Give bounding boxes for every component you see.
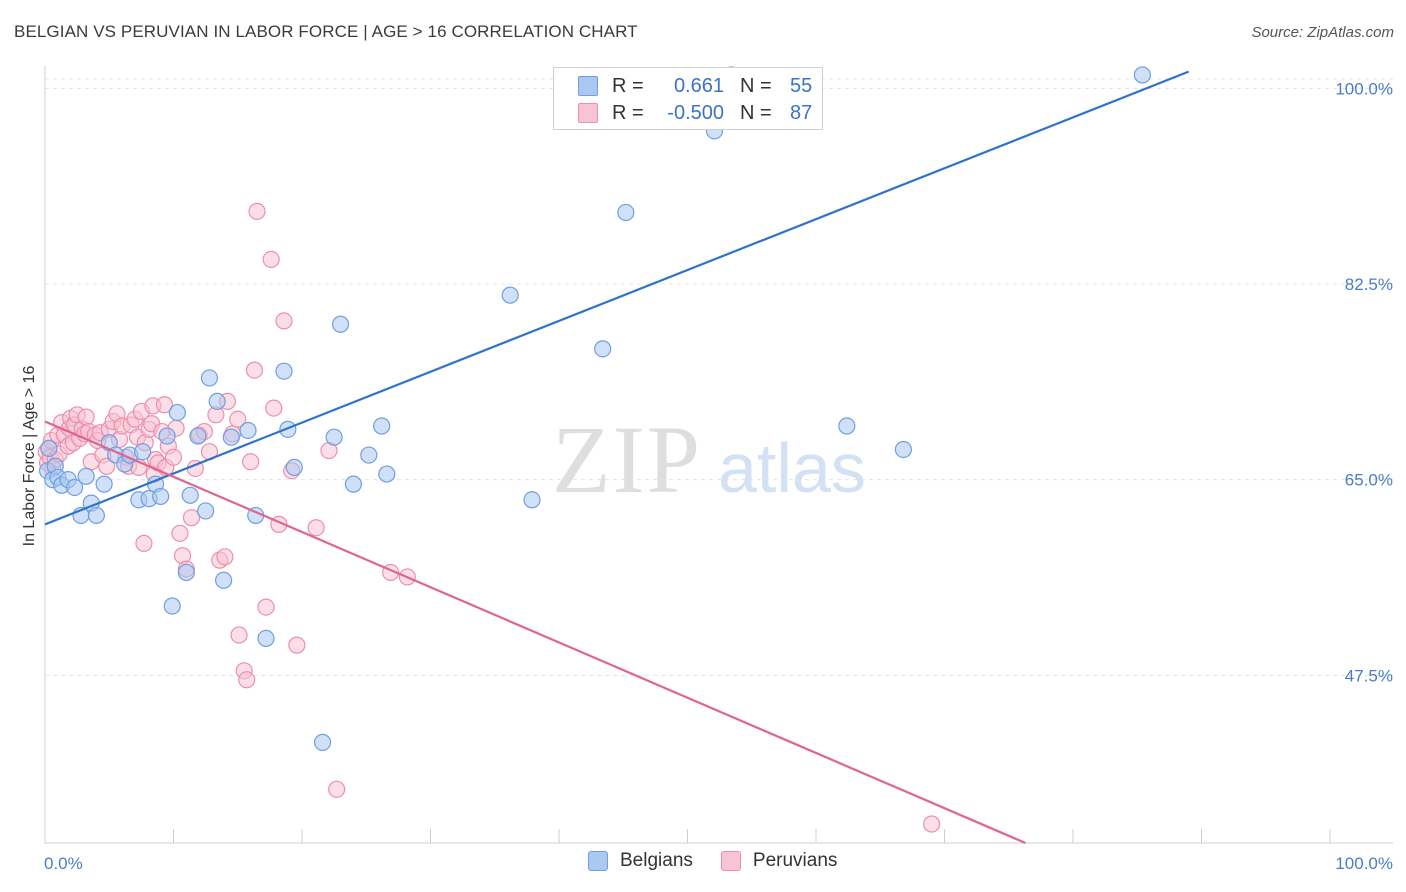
data-point <box>229 410 247 428</box>
data-point <box>155 396 174 414</box>
data-point <box>838 417 856 435</box>
legend-label-peruvians: Peruvians <box>752 850 838 871</box>
data-point <box>285 458 303 476</box>
data-point <box>265 399 283 417</box>
data-point <box>208 392 226 410</box>
data-point <box>65 478 84 497</box>
watermark-zip: ZIP <box>552 406 702 513</box>
data-point <box>230 626 248 644</box>
source-label: Source: ZipAtlas.com <box>1251 24 1394 41</box>
trend-line-belgians <box>44 70 1190 526</box>
legend-n-value: 87 <box>790 101 813 124</box>
series-peruvians <box>37 202 941 833</box>
data-point <box>168 403 186 422</box>
data-points <box>37 66 1151 833</box>
data-point <box>171 524 189 542</box>
legend-row-peruvians: R = -0.500 N = 87 <box>578 99 812 127</box>
data-point <box>40 439 58 457</box>
x-tick-label: 0.0% <box>44 854 83 873</box>
tick-labels: 47.5% 65.0% 82.5% 100.0% 0.0% 100.0% <box>44 79 1393 873</box>
data-point <box>288 636 306 654</box>
data-point <box>248 202 266 220</box>
grid-lines <box>45 78 1393 676</box>
data-point <box>594 340 612 358</box>
data-point <box>164 448 183 466</box>
data-point <box>158 427 176 445</box>
legend-label-belgians: Belgians <box>620 850 693 871</box>
legend-swatch-belgians <box>588 851 608 871</box>
legend-r-label: R = <box>612 101 644 124</box>
legend-row-belgians: R = 0.661 N = 55 <box>578 72 812 100</box>
data-point <box>313 733 332 751</box>
y-tick-label: 47.5% <box>1345 666 1393 685</box>
legend-swatch-peruvians <box>720 851 741 871</box>
stats-legend: R = 0.661 N = 55 R = -0.500 N = 87 <box>553 67 823 130</box>
data-point <box>242 453 260 471</box>
series-legend: Belgians Peruvians <box>588 850 865 872</box>
y-tick-label: 65.0% <box>1345 471 1393 490</box>
legend-item-peruvians[interactable]: Peruvians <box>720 850 838 872</box>
data-point <box>95 475 113 493</box>
legend-n-value: 55 <box>790 74 813 97</box>
chart-title: BELGIAN VS PERUVIAN IN LABOR FORCE | AGE… <box>14 22 638 41</box>
data-point <box>135 534 153 552</box>
legend-r-value: 0.661 <box>673 74 724 97</box>
data-point <box>617 203 635 222</box>
data-point <box>331 315 350 333</box>
data-point <box>262 250 280 269</box>
data-point <box>378 465 396 483</box>
series-belgians <box>38 66 1151 751</box>
data-point <box>238 671 256 689</box>
data-point <box>163 597 181 615</box>
data-point <box>523 491 541 509</box>
data-point <box>177 563 195 582</box>
data-point <box>77 408 95 426</box>
data-point <box>360 446 378 464</box>
data-point <box>181 486 199 504</box>
data-point <box>134 443 152 461</box>
data-point <box>501 286 519 304</box>
legend-n-label: N = <box>740 101 772 124</box>
data-point <box>215 571 233 589</box>
legend-swatch-belgians <box>578 76 598 96</box>
watermark-atlas: atlas <box>718 429 866 507</box>
data-point <box>257 629 275 648</box>
data-point <box>152 487 170 506</box>
data-point <box>344 475 362 493</box>
watermark: ZIP atlas <box>552 406 866 513</box>
data-point <box>197 502 215 520</box>
trend-lines <box>44 70 1190 845</box>
data-point <box>325 428 343 446</box>
x-tick-label: 100.0% <box>1335 854 1393 873</box>
data-point <box>894 440 912 459</box>
trend-line-peruvians <box>44 420 1026 845</box>
data-point <box>239 421 257 440</box>
data-point <box>77 467 95 485</box>
data-point <box>245 361 264 379</box>
legend-n-label: N = <box>740 74 772 97</box>
data-point <box>923 815 941 833</box>
data-point <box>275 362 293 380</box>
y-tick-label: 82.5% <box>1345 275 1393 294</box>
legend-r-label: R = <box>612 74 644 97</box>
legend-r-value: -0.500 <box>667 101 724 124</box>
data-point <box>182 509 201 527</box>
legend-swatch-peruvians <box>578 103 598 123</box>
data-point <box>87 506 106 525</box>
data-point <box>307 519 325 537</box>
data-point <box>189 427 207 445</box>
data-point <box>275 312 293 330</box>
data-point <box>222 428 240 446</box>
data-point <box>216 548 234 566</box>
data-point <box>257 598 275 616</box>
data-point <box>1133 66 1151 84</box>
data-point <box>98 457 116 475</box>
y-axis-label: In Labor Force | Age > 16 <box>21 366 38 547</box>
data-point <box>200 369 219 387</box>
data-point <box>328 780 346 798</box>
legend-item-belgians[interactable]: Belgians <box>588 850 693 872</box>
y-tick-label: 100.0% <box>1335 79 1393 98</box>
data-point <box>373 417 391 435</box>
